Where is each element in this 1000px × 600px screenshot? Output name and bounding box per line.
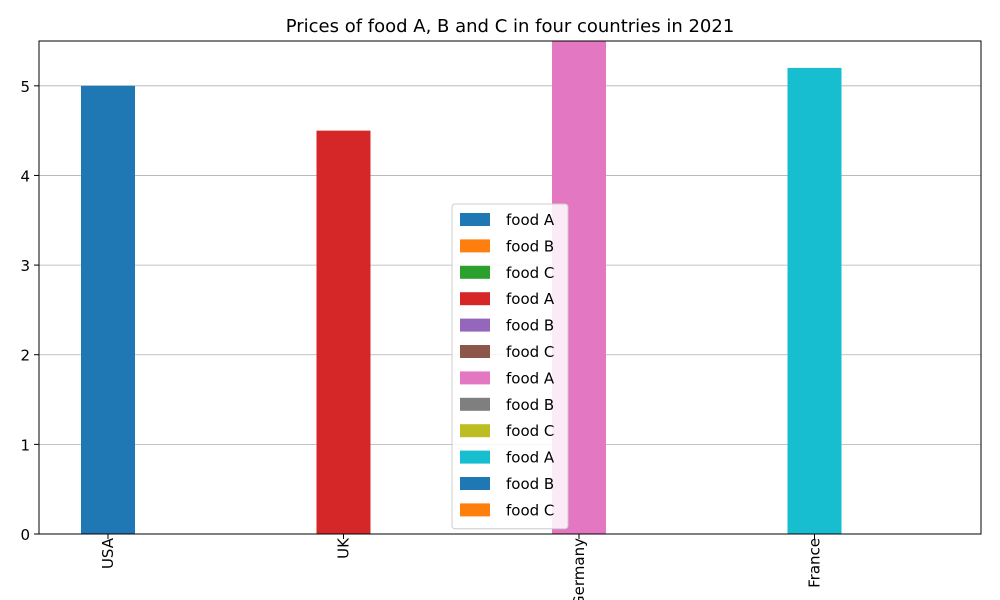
legend-swatch xyxy=(460,503,490,517)
y-tick-label: 0 xyxy=(20,526,30,544)
legend-label: food B xyxy=(506,237,554,255)
legend-swatch xyxy=(460,239,490,253)
legend-swatch xyxy=(460,424,490,438)
legend-label: food C xyxy=(506,343,554,361)
legend: food A food B food C food A food B food C food… xyxy=(451,203,569,530)
legend-label: food C xyxy=(506,422,554,440)
legend-label: food A xyxy=(506,211,555,229)
bar xyxy=(787,67,842,535)
plot-frame xyxy=(38,40,982,535)
x-tick-label: USA xyxy=(99,537,117,569)
x-tick-label: Germany xyxy=(570,538,588,600)
legend-label: food B xyxy=(506,317,554,335)
chart-title: Prices of food A, B and C in four countr… xyxy=(286,16,735,37)
x-tick-label: France xyxy=(806,538,824,588)
bar xyxy=(316,130,371,535)
y-axis: 0 1 2 3 4 5 xyxy=(20,78,39,544)
legend-swatch xyxy=(460,345,490,358)
x-axis: USA UK Germany France xyxy=(99,534,824,600)
x-tick-label: UK xyxy=(335,537,353,559)
legend-box xyxy=(451,203,569,530)
bar xyxy=(81,85,135,535)
y-tick-label: 5 xyxy=(20,78,30,96)
bars xyxy=(81,41,842,535)
legend-label: food C xyxy=(506,501,554,519)
legend-label: food A xyxy=(506,449,555,467)
legend-swatch xyxy=(460,265,490,279)
legend-swatch xyxy=(460,397,490,411)
y-tick-label: 3 xyxy=(20,257,30,275)
legend-label: food C xyxy=(506,264,554,282)
legend-swatch xyxy=(460,450,490,464)
legend-swatch xyxy=(460,213,490,226)
y-tick-label: 2 xyxy=(20,347,30,365)
legend-label: food A xyxy=(506,290,555,308)
legend-label: food B xyxy=(506,396,554,414)
y-tick-label: 4 xyxy=(20,167,30,185)
legend-swatch xyxy=(460,292,490,306)
y-tick-label: 1 xyxy=(20,436,30,454)
legend-swatch xyxy=(460,371,490,385)
legend-label: food B xyxy=(506,475,554,493)
legend-label: food A xyxy=(506,369,555,387)
legend-swatch xyxy=(460,477,490,490)
legend-swatch xyxy=(460,318,490,332)
